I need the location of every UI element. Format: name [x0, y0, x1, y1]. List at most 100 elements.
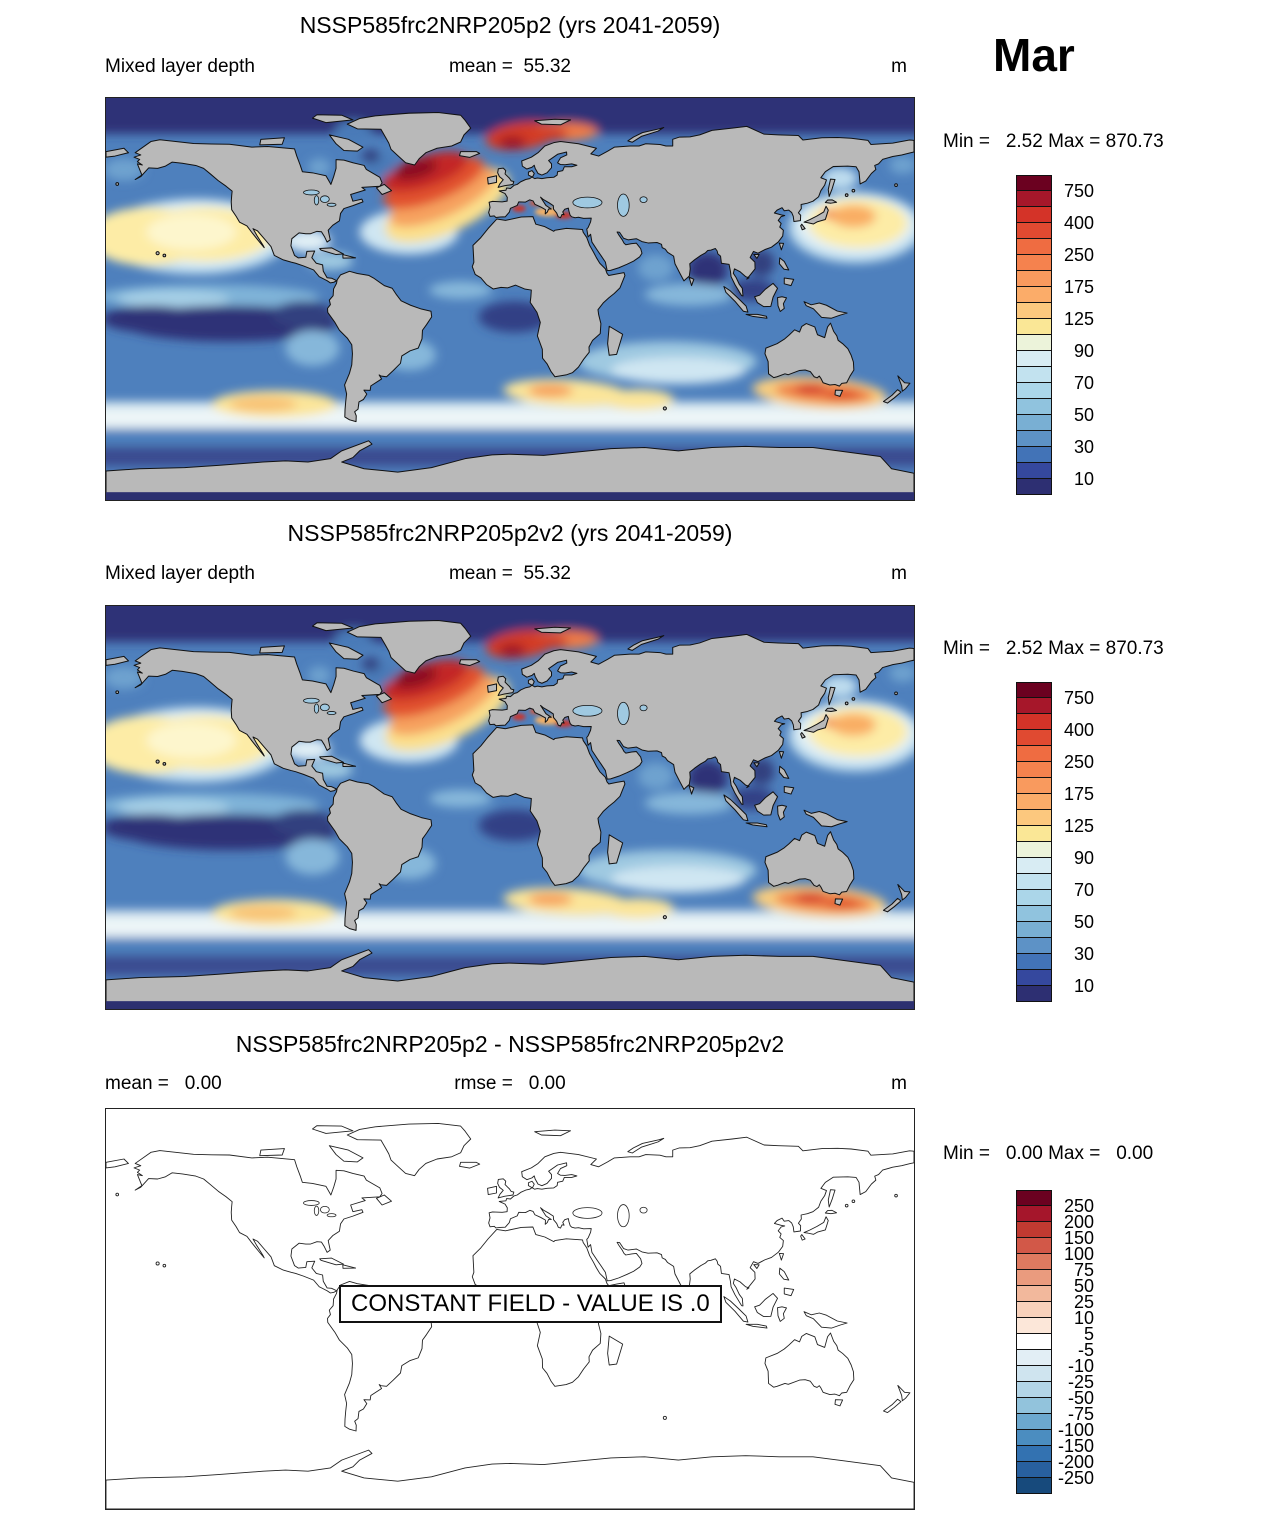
colorbar-cell [1016, 698, 1052, 714]
colorbar-cell [1016, 303, 1052, 319]
colorbar-tick-label: 125 [1063, 309, 1094, 329]
colorbar-tick-label: 70 [1073, 880, 1094, 900]
colorbar-cell [1016, 794, 1052, 810]
panel2-minmax: Min = 2.52 Max = 870.73 [943, 638, 1164, 659]
colorbar-tick-label: -150 [1057, 1436, 1094, 1456]
colorbar-tick-label: 90 [1073, 341, 1094, 361]
colorbar-tick-label: 70 [1073, 373, 1094, 393]
colorbar-tick-label: 50 [1073, 405, 1094, 425]
colorbar-tick-label: 175 [1063, 784, 1094, 804]
colorbar-tick-label: -200 [1057, 1452, 1094, 1472]
colorbar-tick-label: 400 [1063, 720, 1094, 740]
colorbar-cell [1016, 1254, 1052, 1270]
month-label: Mar [993, 29, 1075, 81]
colorbar-cell [1016, 1238, 1052, 1254]
colorbar-cell [1016, 954, 1052, 970]
colorbar-cell [1016, 1190, 1052, 1206]
colorbar-cell [1016, 1398, 1052, 1414]
colorbar-cell [1016, 287, 1052, 303]
panel2-map [105, 605, 915, 1010]
colorbar-cell [1016, 335, 1052, 351]
panel1-variable-label: Mixed layer depth [105, 56, 255, 77]
colorbar-cell [1016, 239, 1052, 255]
colorbar-tick-label: -50 [1067, 1388, 1094, 1408]
panel3-minmax: Min = 0.00 Max = 0.00 [943, 1143, 1154, 1164]
colorbar-cell [1016, 191, 1052, 207]
colorbar-cell [1016, 986, 1052, 1002]
colorbar-cell [1016, 271, 1052, 287]
colorbar-tick-label: 400 [1063, 213, 1094, 233]
colorbar-cell [1016, 842, 1052, 858]
colorbar-tick-label: 250 [1063, 245, 1094, 265]
panel1-map-svg [106, 98, 914, 500]
colorbar-tick-label: 150 [1063, 1228, 1094, 1248]
colorbar-tick-label: 30 [1073, 944, 1094, 964]
colorbar-cell [1016, 319, 1052, 335]
panel3-mean-label: mean = 0.00 [105, 1073, 222, 1094]
colorbar-cell [1016, 1222, 1052, 1238]
colorbar-cell [1016, 682, 1052, 698]
colorbar-cell [1016, 255, 1052, 271]
colorbar-tick-label: 750 [1063, 181, 1094, 201]
colorbar-cell [1016, 207, 1052, 223]
panel3-title: NSSP585frc2NRP205p2 - NSSP585frc2NRP205p… [235, 1031, 785, 1057]
colorbar-tick-label: 10 [1073, 469, 1094, 489]
colorbar-tick-label: 10 [1073, 1308, 1094, 1328]
colorbar-tick-label: -75 [1067, 1404, 1094, 1424]
constant-field-note: CONSTANT FIELD - VALUE IS .0 [339, 1285, 722, 1323]
panel3-rmse-label: rmse = 0.00 [454, 1073, 566, 1094]
colorbar-tick-label: -100 [1057, 1420, 1094, 1440]
colorbar-tick-label: 50 [1073, 1276, 1094, 1296]
colorbar-cell [1016, 1414, 1052, 1430]
colorbar-tick-label: 5 [1083, 1324, 1094, 1344]
colorbar-cell [1016, 383, 1052, 399]
colorbar-cell [1016, 1334, 1052, 1350]
colorbar-tick-label: 100 [1063, 1244, 1094, 1264]
colorbar-cell [1016, 810, 1052, 826]
panel2-title: NSSP585frc2NRP205p2v2 (yrs 2041-2059) [287, 520, 733, 546]
colorbar-cell [1016, 826, 1052, 842]
colorbar-cell [1016, 1350, 1052, 1366]
colorbar-cell [1016, 874, 1052, 890]
panel3-colorbar: 250 200 150 100 75 50 25 10 5 -5 -10 -25 -50 -75 -100-… [1016, 1190, 1094, 1494]
colorbar-cell [1016, 415, 1052, 431]
colorbar-cell [1016, 463, 1052, 479]
colorbar-cell [1016, 1286, 1052, 1302]
panel1-minmax: Min = 2.52 Max = 870.73 [943, 131, 1164, 152]
colorbar-tick-label: -250 [1057, 1468, 1094, 1488]
panel2-mean-label: mean = 55.32 [448, 563, 571, 584]
panel2-map-svg [106, 606, 914, 1009]
colorbar-cell [1016, 778, 1052, 794]
colorbar-tick-label: 30 [1073, 437, 1094, 457]
colorbar-cell [1016, 1446, 1052, 1462]
panel1-colorbar: 750 400 250 175 125 90 70 50 30 10 [1016, 175, 1094, 495]
colorbar-cell [1016, 367, 1052, 383]
colorbar-tick-label: 90 [1073, 848, 1094, 868]
colorbar-tick-label: -25 [1067, 1372, 1094, 1392]
colorbar-cell [1016, 762, 1052, 778]
panel3-map: CONSTANT FIELD - VALUE IS .0 [105, 1108, 915, 1510]
colorbar-cell [1016, 1366, 1052, 1382]
panel2-unit-label: m [891, 563, 907, 584]
colorbar-cell [1016, 351, 1052, 367]
colorbar-cell [1016, 858, 1052, 874]
colorbar-cell [1016, 447, 1052, 463]
colorbar-cell [1016, 714, 1052, 730]
colorbar-cell [1016, 175, 1052, 191]
colorbar-cell [1016, 479, 1052, 495]
panel1-title: NSSP585frc2NRP205p2 (yrs 2041-2059) [299, 12, 721, 38]
colorbar-cell [1016, 922, 1052, 938]
panel2-colorbar: 750 400 250 175 125 90 70 50 30 10 [1016, 682, 1094, 1002]
colorbar-cell [1016, 223, 1052, 239]
colorbar-cell [1016, 1462, 1052, 1478]
colorbar-tick-label: 125 [1063, 816, 1094, 836]
colorbar-tick-label: 250 [1063, 752, 1094, 772]
colorbar-tick-label: -5 [1077, 1340, 1094, 1360]
colorbar-cell [1016, 1302, 1052, 1318]
colorbar-cell [1016, 938, 1052, 954]
colorbar-tick-label: 25 [1073, 1292, 1094, 1312]
colorbar-tick-label: 10 [1073, 976, 1094, 996]
colorbar-cell [1016, 1478, 1052, 1494]
colorbar-tick-label: 750 [1063, 688, 1094, 708]
